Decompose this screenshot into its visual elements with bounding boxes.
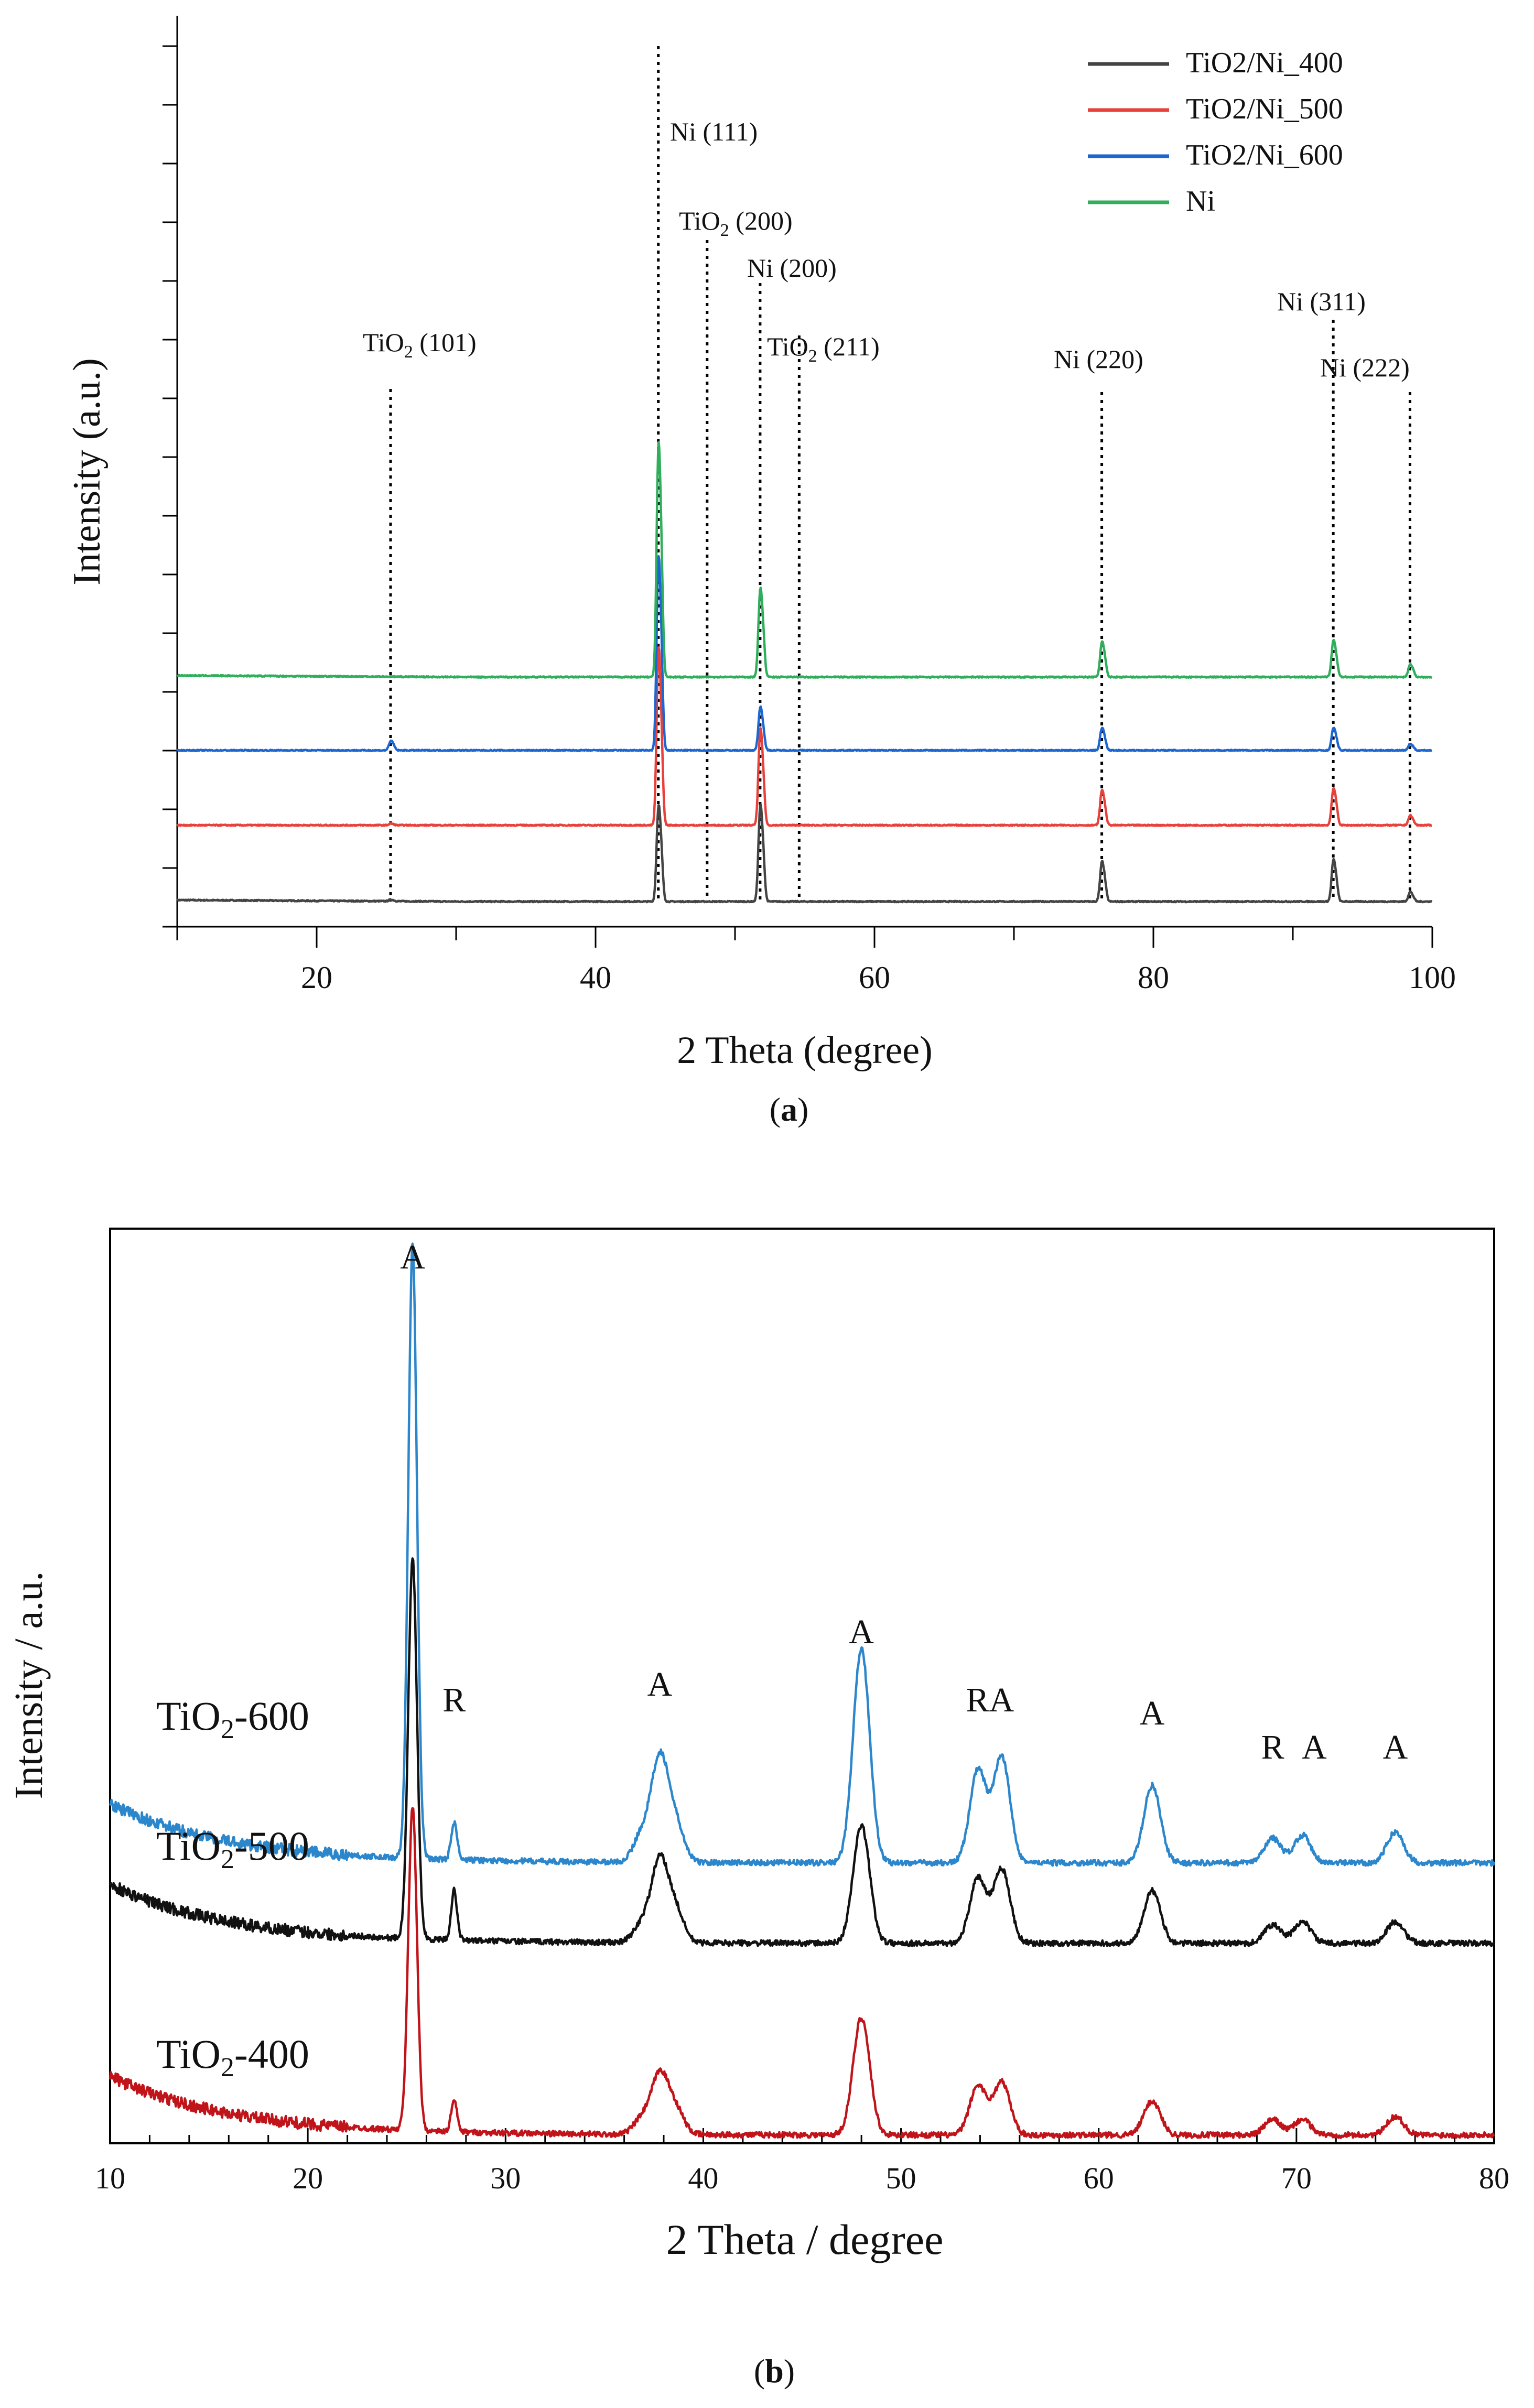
panel-b-x-tick-label: 30 — [490, 2161, 521, 2195]
panel-a-peak-label: TiO2 (200) — [679, 206, 793, 240]
panel-b-x-axis-label: 2 Theta / degree — [666, 2216, 944, 2263]
panel-b-x-tick-label: 70 — [1281, 2161, 1312, 2195]
panel-b-phase-label: A — [1140, 1694, 1165, 1732]
panel-b-x-ticks: 10 20 30 40 50 60 70 80 — [95, 2128, 1509, 2195]
panel-a-peak-label-rest: (211) — [817, 332, 880, 361]
panel-a-peak-label-main: Ni (200) — [747, 253, 837, 283]
panel-a-peak-label-subscript: 2 — [720, 221, 729, 240]
panel-a-peak-label-main: TiO — [767, 332, 808, 361]
panel-b-series-label-subscript: 2 — [221, 2053, 234, 2082]
panel-a-caption: (a) — [770, 1091, 809, 1128]
panel-a-y-ticks — [163, 45, 177, 928]
panel-a-peak-label-subscript: 2 — [808, 346, 817, 366]
panel-b-x-tick-label: 20 — [293, 2161, 323, 2195]
panel-a-peak-label: Ni (111) — [670, 117, 758, 146]
panel-b-series-label-rest: -400 — [234, 2031, 309, 2077]
panel-a-peak-label: TiO2 (211) — [767, 332, 880, 366]
panel-b-x-tick-label: 50 — [886, 2161, 916, 2195]
series-line-tio2-ni-400 — [176, 803, 1433, 904]
legend-label-tio2-ni-600: TiO2/Ni_600 — [1186, 139, 1343, 171]
panel-b-series-label-tio2-400: TiO2-400 — [156, 2031, 309, 2082]
panel-a-x-tick-label: 80 — [1138, 960, 1169, 995]
panel-b-phase-label: A — [400, 1238, 425, 1276]
panel-b-series-label-tio2-600: TiO2-600 — [156, 1693, 309, 1744]
panel-b-frame — [109, 1228, 1495, 2144]
panel-a-series-group — [176, 441, 1433, 904]
panel-a-peak-label-main: Ni (222) — [1320, 353, 1410, 382]
panel-b-phase-label: R — [442, 1681, 466, 1719]
panel-a-peak-label-rest: (101) — [413, 328, 477, 357]
panel-b-x-tick-label: 80 — [1479, 2161, 1509, 2195]
panel-a-plot-area: 20 40 60 80 100 TiO2 (101)Ni (111)TiO2 (200)… — [163, 16, 1456, 995]
panel-b-series-label-rest: -500 — [234, 1823, 309, 1869]
series-line-tio2-ni-600 — [176, 555, 1433, 752]
panel-b-series-group — [109, 1242, 1496, 2139]
panel-a-peak-label: Ni (200) — [747, 253, 837, 283]
legend-label-tio2-ni-500: TiO2/Ni_500 — [1186, 93, 1343, 125]
panel-a-peak-label: Ni (220) — [1054, 344, 1143, 374]
panel-b-series-label-main: TiO — [156, 1693, 221, 1739]
panel-b-phase-label: R — [1261, 1728, 1284, 1766]
panel-a-peak-label: TiO2 (101) — [363, 328, 477, 362]
panel-a-peak-label-main: Ni (220) — [1054, 344, 1143, 374]
panel-b-caption: (b) — [754, 2352, 795, 2390]
panel-b-phase-label: A — [1383, 1728, 1408, 1766]
panel-a-x-ticks: 20 40 60 80 100 — [176, 927, 1456, 995]
panel-a-x-tick-label: 40 — [580, 960, 611, 995]
panel-a-peak-label-main: Ni (311) — [1277, 287, 1366, 316]
panel-b-series-label-subscript: 2 — [221, 1715, 234, 1744]
panel-b-series-label-main: TiO — [156, 2031, 221, 2077]
panel-b-phase-label: RA — [966, 1681, 1014, 1719]
legend-label-tio2-ni-400: TiO2/Ni_400 — [1186, 47, 1343, 79]
legend-label-ni: Ni — [1186, 185, 1215, 218]
panel-b-phase-label: A — [647, 1665, 673, 1704]
panel-a-x-tick-label: 100 — [1409, 960, 1456, 995]
panel-a-chart: 20 40 60 80 100 TiO2 (101)Ni (111)TiO2 (200)… — [66, 16, 1456, 1128]
panel-a-x-axis-label: 2 Theta (degree) — [677, 1029, 933, 1072]
panel-a-x-tick-label: 20 — [301, 960, 332, 995]
panel-a-legend: TiO2/Ni_400 TiO2/Ni_500 TiO2/Ni_600 Ni — [1088, 47, 1343, 218]
panel-a-peak-labels: TiO2 (101)Ni (111)TiO2 (200)Ni (200)TiO2… — [363, 117, 1410, 382]
panel-a-caption-letter: a — [781, 1091, 797, 1128]
panel-a-peak-label-subscript: 2 — [404, 342, 413, 362]
panel-b-y-axis-label: Intensity / a.u. — [7, 1571, 51, 1799]
panel-b-x-tick-label: 10 — [95, 2161, 125, 2195]
panel-b-series-label-rest: -600 — [234, 1693, 309, 1739]
panel-a-x-tick-label: 60 — [859, 960, 890, 995]
panel-b-phase-label: A — [849, 1613, 874, 1651]
series-line-tio2-400 — [109, 1807, 1495, 2139]
panel-a-peak-label-main: TiO — [679, 206, 720, 235]
series-line-tio2-600 — [109, 1242, 1496, 1867]
panel-a-reference-lines — [389, 46, 1411, 902]
panel-b-phase-label: A — [1302, 1728, 1327, 1766]
panel-a-peak-label-rest: (200) — [729, 206, 793, 235]
panel-b-series-label-main: TiO — [156, 1823, 221, 1869]
series-line-tio2-500 — [109, 1557, 1496, 1947]
panel-a-peak-label-main: TiO — [363, 328, 404, 357]
panel-b-series-label-tio2-500: TiO2-500 — [156, 1823, 309, 1874]
panel-a-y-axis-label: Intensity (a.u.) — [66, 358, 109, 585]
panel-b-x-tick-label: 60 — [1084, 2161, 1114, 2195]
panel-b-x-tick-label: 40 — [688, 2161, 718, 2195]
panel-a-peak-label: Ni (222) — [1320, 353, 1410, 382]
series-line-tio2-ni-500 — [176, 646, 1433, 827]
panel-a-peak-label: Ni (311) — [1277, 287, 1366, 316]
panel-a-peak-label-main: Ni (111) — [670, 117, 758, 146]
series-line-ni — [176, 441, 1433, 679]
panel-b-series-label-subscript: 2 — [221, 1845, 234, 1874]
panel-b-caption-letter: b — [765, 2352, 784, 2390]
